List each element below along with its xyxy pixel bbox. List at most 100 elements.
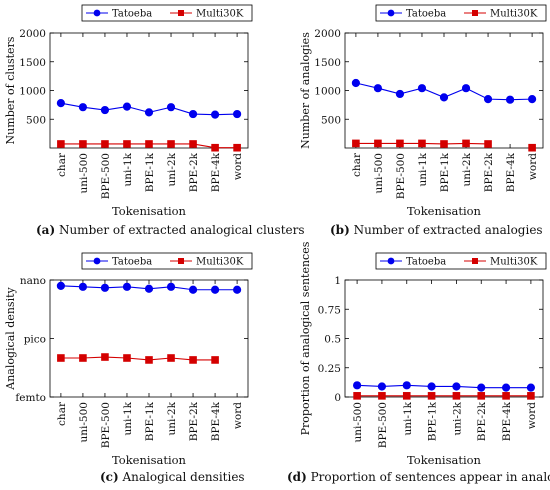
- x-tick-label: word: [527, 153, 539, 180]
- y-tick-label: 1000: [314, 86, 341, 98]
- panel-caption: (d) Proportion of sentences appear in an…: [287, 470, 550, 484]
- data-point: [78, 103, 88, 112]
- x-tick-label: uni-500: [352, 402, 364, 442]
- x-tick-label: char: [56, 401, 68, 426]
- x-tick-label: BPE-2k: [188, 152, 200, 192]
- x-tick-label: BPE-500: [100, 402, 112, 448]
- panel-caption: (a) Number of extracted analogical clust…: [36, 223, 305, 237]
- x-tick-label: uni-2k: [451, 401, 463, 435]
- legend-marker: [93, 257, 101, 265]
- caption-text: Proportion of sentences appear in analog…: [307, 470, 550, 484]
- x-tick-label: uni-500: [78, 402, 90, 442]
- y-axis-title: Number of clusters: [4, 36, 17, 144]
- data-point: [402, 381, 411, 390]
- data-point: [353, 381, 362, 390]
- data-point: [377, 382, 387, 391]
- series-line: [357, 384, 531, 389]
- x-tick-label: uni-1k: [402, 401, 414, 435]
- data-point: [233, 143, 241, 152]
- data-point: [122, 102, 132, 111]
- legend-label: Multi30K: [490, 257, 538, 268]
- y-tick-label: 2000: [19, 28, 46, 40]
- caption-text: Number of extracted analogies: [350, 223, 543, 237]
- y-tick-label: 500: [321, 114, 341, 126]
- x-tick-label: BPE-2k: [476, 401, 488, 441]
- x-axis-title: Tokenisation: [112, 204, 187, 218]
- data-point: [440, 140, 448, 148]
- y-tick-label: 1500: [314, 57, 341, 69]
- data-point: [461, 84, 471, 93]
- x-tick-label: uni-1k: [417, 152, 429, 186]
- data-point: [417, 84, 427, 93]
- data-point: [484, 140, 492, 148]
- x-tick-label: uni-1k: [122, 152, 134, 186]
- data-point: [189, 140, 197, 148]
- data-point: [477, 383, 486, 392]
- data-point: [79, 140, 87, 148]
- x-tick-label: uni-2k: [166, 401, 178, 435]
- legend-box: [375, 252, 547, 270]
- y-axis-title: Analogical density: [4, 286, 17, 390]
- data-point: [373, 84, 383, 93]
- data-point: [144, 108, 154, 117]
- legend: Tatoeba Multi30K: [81, 252, 253, 270]
- panel-label: (b): [330, 223, 350, 237]
- data-point: [166, 282, 176, 291]
- data-point: [378, 392, 386, 400]
- y-tick-label: pico: [24, 334, 46, 346]
- x-tick-label: BPE-1k: [144, 401, 156, 441]
- data-point: [167, 140, 175, 148]
- legend-label: Multi30K: [196, 257, 244, 268]
- y-tick-label: femto: [15, 392, 46, 404]
- data-point: [211, 143, 219, 152]
- series-1: [57, 353, 219, 364]
- data-point: [427, 382, 436, 391]
- x-tick-label: word: [232, 153, 244, 180]
- y-tick-label: 1: [334, 275, 341, 287]
- x-tick-label: uni-2k: [461, 152, 473, 186]
- series-0: [351, 78, 537, 104]
- chart-panel-0: 500 1000 1500 2000 char uni-500 BPE-500 uni-1k B…: [4, 4, 305, 237]
- data-point: [477, 392, 486, 400]
- legend-marker: [93, 9, 101, 17]
- x-tick-label: BPE-500: [377, 402, 389, 448]
- data-point: [123, 354, 131, 362]
- legend: Tatoeba Multi30K: [375, 252, 547, 270]
- legend-box: [81, 4, 253, 22]
- x-tick-label: uni-500: [78, 153, 90, 193]
- data-point: [526, 383, 536, 392]
- data-point: [78, 282, 88, 291]
- x-tick-label: char: [351, 152, 363, 177]
- data-point: [188, 109, 198, 119]
- data-point: [101, 353, 109, 361]
- data-point: [188, 285, 198, 294]
- panel-label: (a): [36, 223, 55, 237]
- legend-label: Tatoeba: [112, 9, 152, 20]
- legend-label: Tatoeba: [112, 257, 152, 268]
- legend-label: Multi30K: [490, 9, 538, 20]
- data-point: [79, 354, 87, 362]
- x-tick-label: BPE-500: [395, 153, 407, 199]
- plot-frame: [49, 32, 249, 149]
- data-point: [395, 89, 405, 99]
- panel-label: (d): [287, 470, 307, 484]
- data-point: [352, 139, 360, 148]
- chart-panel-1: 500 1000 1500 2000 char uni-500 BPE-500 uni-1k B…: [299, 4, 547, 237]
- y-tick-label: 0.75: [318, 304, 341, 316]
- x-tick-label: BPE-1k: [439, 152, 451, 192]
- y-tick-label: 0.25: [318, 363, 341, 375]
- data-point: [166, 103, 176, 112]
- data-point: [527, 392, 535, 400]
- series-0: [353, 381, 536, 392]
- data-point: [210, 110, 220, 119]
- x-tick-label: uni-500: [373, 153, 385, 193]
- data-point: [211, 356, 219, 364]
- x-tick-label: uni-1k: [122, 401, 134, 435]
- data-point: [145, 140, 153, 148]
- data-point: [462, 139, 470, 148]
- data-point: [210, 285, 220, 294]
- data-point: [528, 95, 537, 104]
- data-point: [439, 93, 449, 102]
- y-tick-label: 1000: [19, 86, 46, 98]
